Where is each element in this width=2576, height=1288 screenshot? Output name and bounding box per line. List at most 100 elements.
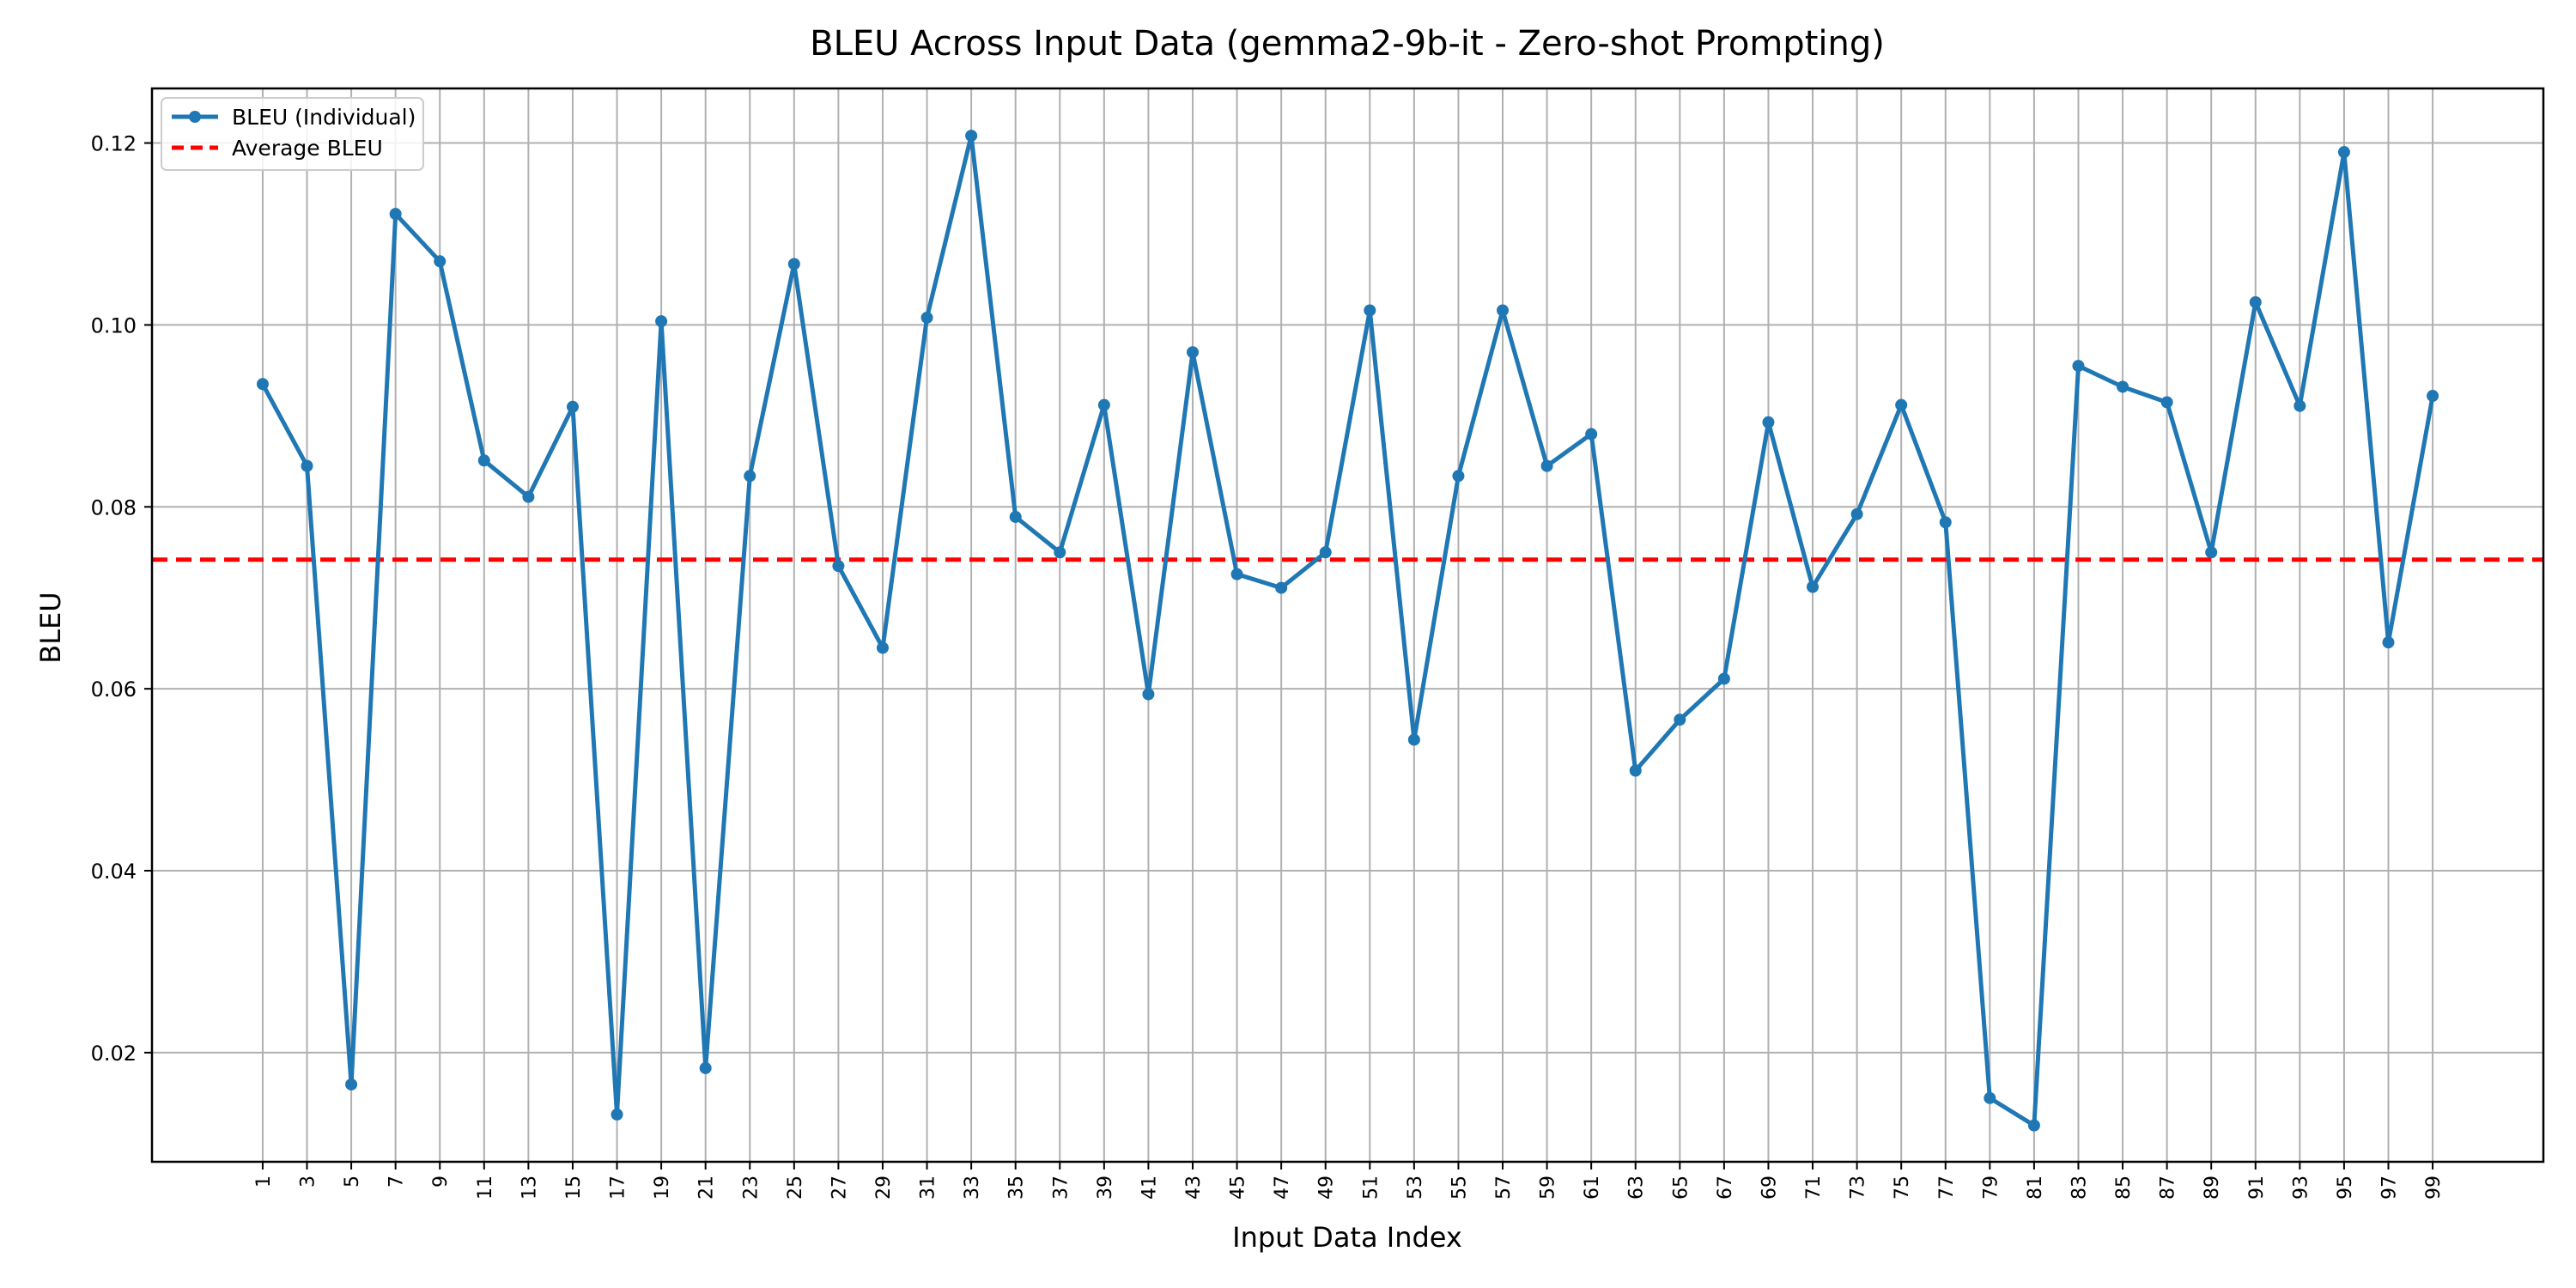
bleu-point (2160, 396, 2173, 409)
x-tick-label: 33 (962, 1176, 983, 1200)
x-tick-label: 79 (1980, 1176, 2002, 1200)
x-tick-label: 13 (519, 1176, 540, 1200)
x-tick-label: 91 (2246, 1176, 2268, 1200)
x-tick-label: 7 (386, 1176, 408, 1188)
bleu-point (1275, 581, 1288, 594)
x-tick-label: 81 (2025, 1176, 2046, 1200)
x-tick-label: 29 (873, 1176, 895, 1200)
bleu-point (522, 490, 535, 503)
x-tick-label: 31 (918, 1176, 939, 1200)
x-tick-label: 75 (1892, 1176, 1913, 1200)
x-axis-label: Input Data Index (1232, 1221, 1462, 1254)
x-tick-label: 43 (1183, 1176, 1205, 1200)
bleu-point (2117, 380, 2129, 393)
x-tick-label: 11 (475, 1176, 496, 1200)
x-tick-label: 51 (1360, 1176, 1382, 1200)
x-tick-label: 83 (2069, 1176, 2090, 1200)
x-tick-label: 69 (1759, 1176, 1780, 1200)
bleu-point (434, 255, 447, 268)
x-tick-label: 99 (2423, 1176, 2445, 1200)
bleu-point (1364, 304, 1376, 317)
bleu-point (2249, 295, 2262, 308)
x-tick-label: 15 (563, 1176, 585, 1200)
x-tick-label: 61 (1582, 1176, 1603, 1200)
legend-label-average-bleu: Average BLEU (232, 136, 383, 161)
bleu-point (699, 1061, 712, 1074)
grid-lines (152, 88, 2543, 1162)
bleu-point (1762, 416, 1775, 428)
x-tick-label: 93 (2290, 1176, 2312, 1200)
x-tick-label: 35 (1006, 1176, 1028, 1200)
bleu-point (301, 459, 313, 472)
bleu-point (1186, 346, 1199, 359)
bleu-point (345, 1078, 358, 1091)
bleu-point (1984, 1091, 1996, 1104)
x-tick-label: 5 (342, 1176, 363, 1188)
y-tick-label: 0.12 (91, 132, 137, 156)
bleu-point (1097, 398, 1110, 411)
x-tick-label: 1 (253, 1176, 275, 1188)
bleu-point (1629, 764, 1642, 777)
bleu-point (1497, 304, 1510, 317)
bleu-point (1850, 507, 1863, 520)
bleu-point (1054, 546, 1066, 559)
x-tick-label: 65 (1670, 1176, 1692, 1200)
x-tick-label: 57 (1493, 1176, 1515, 1200)
x-tick-label: 85 (2113, 1176, 2135, 1200)
y-axis-label: BLEU (34, 592, 67, 663)
bleu-point (1142, 688, 1155, 701)
y-tick-label: 0.10 (91, 313, 137, 337)
x-tick-label: 21 (696, 1176, 718, 1200)
y-tick-label: 0.06 (91, 677, 137, 702)
plot-frame (150, 87, 2545, 1163)
bleu-point (2293, 399, 2306, 412)
x-tick-label: 77 (1936, 1176, 1958, 1200)
bleu-point (920, 311, 933, 324)
legend-box (161, 97, 424, 171)
x-tick-label: 71 (1803, 1176, 1825, 1200)
bleu-point (787, 258, 800, 270)
x-tick-label: 41 (1139, 1176, 1160, 1200)
bleu-point (566, 400, 579, 413)
bleu-point (1540, 459, 1553, 472)
bleu-point (965, 130, 978, 143)
x-tick-label: 95 (2335, 1176, 2356, 1200)
bleu-point (1717, 672, 1730, 685)
bleu-point (1939, 516, 1952, 529)
bleu-point (1407, 733, 1420, 746)
x-tick-label: 87 (2158, 1176, 2179, 1200)
bleu-point (1230, 568, 1243, 580)
bleu-point (1009, 510, 1022, 523)
legend-label-bleu-individual: BLEU (Individual) (232, 105, 416, 130)
bleu-point (2027, 1119, 2040, 1132)
x-tick-label: 63 (1626, 1176, 1648, 1200)
bleu-point (832, 560, 845, 573)
axis-ticks: 1 3 5 7 9 11 13 15 17 19 21 23 25 27 29 31 33 35 37 39 41 43 4… (91, 132, 2445, 1200)
bleu-point (2337, 146, 2350, 159)
bleu-point (477, 454, 490, 467)
x-tick-label: 55 (1449, 1176, 1470, 1200)
bleu-point (2382, 636, 2395, 649)
x-tick-label: 67 (1715, 1176, 1736, 1200)
bleu-point (1585, 428, 1598, 440)
bleu-point (2072, 360, 2085, 373)
bleu-point (256, 378, 269, 391)
x-tick-label: 53 (1405, 1176, 1426, 1200)
x-tick-label: 37 (1050, 1176, 1072, 1200)
bleu-point (1319, 546, 1332, 559)
y-tick-label: 0.02 (91, 1042, 137, 1066)
legend-marker-bleu-individual (189, 111, 201, 123)
legend: BLEU (Individual) Average BLEU (161, 97, 424, 171)
y-tick-label: 0.04 (91, 860, 137, 884)
x-tick-label: 3 (298, 1176, 319, 1188)
x-tick-label: 73 (1848, 1176, 1869, 1200)
x-tick-label: 49 (1316, 1176, 1338, 1200)
x-tick-label: 47 (1272, 1176, 1293, 1200)
bleu-point (655, 315, 668, 328)
chart-title: BLEU Across Input Data (gemma2-9b-it - Z… (810, 24, 1885, 64)
x-tick-label: 45 (1228, 1176, 1249, 1200)
y-tick-label: 0.08 (91, 495, 137, 519)
bleu-point (1895, 398, 1908, 411)
bleu-point (611, 1108, 623, 1121)
